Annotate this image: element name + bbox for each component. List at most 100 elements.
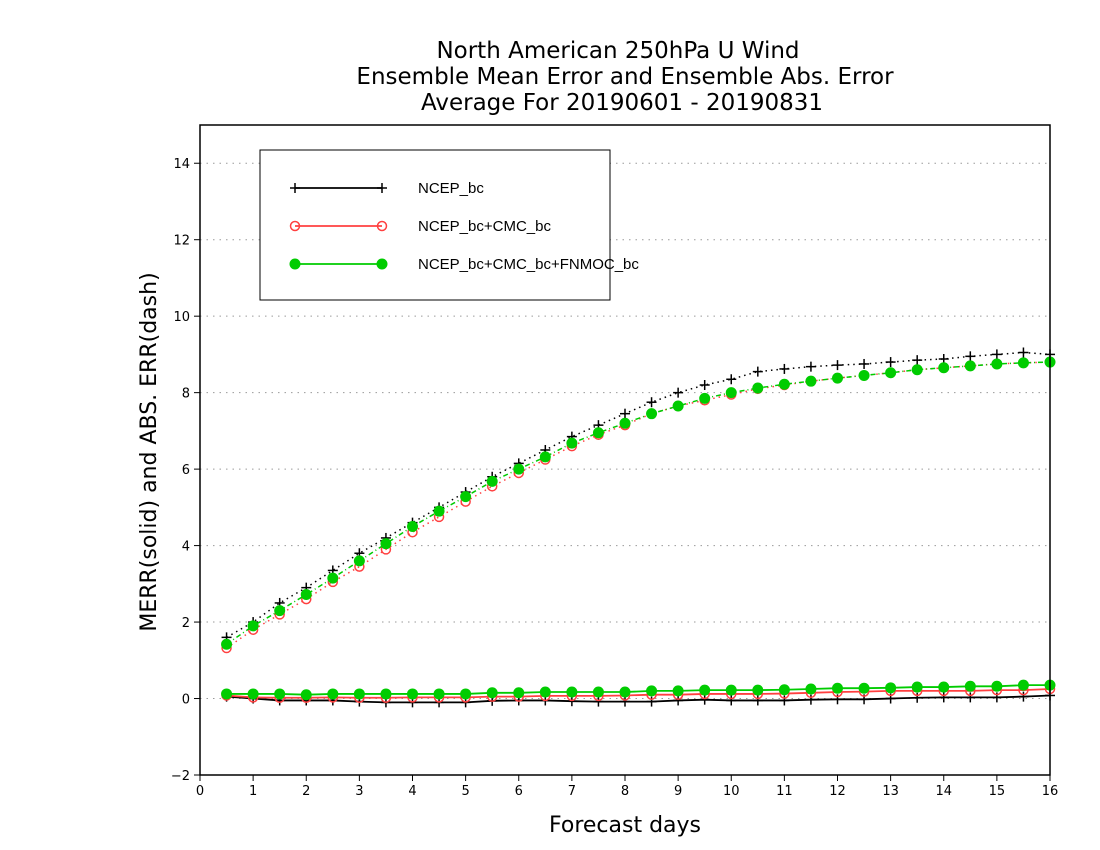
mean-error-point bbox=[752, 695, 763, 706]
legend-item-3: NCEP_bc+CMC_bc+FNMOC_bc bbox=[289, 256, 639, 273]
abs-error-point bbox=[912, 355, 923, 366]
x-tick-label: 14 bbox=[935, 784, 952, 799]
abs-error-point bbox=[859, 358, 870, 369]
title-line-1: North American 250hPa U Wind bbox=[436, 38, 799, 64]
x-tick-label: 9 bbox=[674, 784, 682, 799]
mean-error-point bbox=[832, 682, 843, 694]
mean-error-point bbox=[646, 696, 657, 707]
abs-error-point bbox=[566, 437, 578, 449]
abs-error-point bbox=[726, 374, 737, 385]
x-tick-label: 6 bbox=[515, 784, 523, 799]
abs-error-point bbox=[486, 475, 498, 487]
abs-error-point bbox=[300, 589, 312, 601]
mean-error-point bbox=[938, 681, 950, 693]
mean-error-point bbox=[912, 692, 923, 703]
mean-error-point bbox=[433, 688, 445, 700]
title-line-2: Ensemble Mean Error and Ensemble Abs. Er… bbox=[356, 64, 894, 90]
mean-error-point bbox=[964, 680, 976, 692]
mean-error-point bbox=[646, 685, 658, 697]
abs-error-point bbox=[778, 378, 790, 390]
mean-error-point bbox=[911, 681, 923, 693]
abs-error-point bbox=[380, 538, 392, 550]
legend: NCEP_bc NCEP_bc+CMC_bc NCEP_bc+CMC_bc+FNMO… bbox=[259, 149, 639, 301]
mean-error-point bbox=[672, 685, 684, 697]
abs-error-point bbox=[353, 555, 365, 567]
abs-error-point bbox=[407, 520, 418, 532]
mean-error-point bbox=[1017, 679, 1029, 691]
abs-error-point bbox=[779, 363, 790, 374]
x-tick-label: 13 bbox=[882, 784, 899, 799]
mean-error-point bbox=[991, 680, 1003, 692]
mean-error-line bbox=[226, 684, 1050, 696]
abs-error-point bbox=[460, 491, 472, 503]
mean-error-point bbox=[752, 684, 764, 696]
mean-error-point bbox=[460, 688, 472, 700]
plot-series bbox=[221, 347, 1056, 708]
abs-error-point bbox=[619, 417, 631, 429]
abs-error-point bbox=[433, 505, 445, 517]
y-axis-title: MERR(solid) and ABS. ERR(dash) bbox=[137, 272, 162, 631]
y-tick-label: 6 bbox=[182, 463, 190, 478]
abs-error-point bbox=[539, 451, 551, 463]
abs-error-point bbox=[327, 572, 339, 584]
y-tick-label: 2 bbox=[182, 616, 190, 631]
series-3 bbox=[221, 356, 1056, 701]
mean-error-point bbox=[300, 689, 312, 701]
x-tick-label: 1 bbox=[249, 784, 257, 799]
x-tick-label: 10 bbox=[723, 784, 740, 799]
abs-error-point bbox=[965, 351, 976, 362]
abs-error-point bbox=[699, 380, 710, 390]
abs-error-point bbox=[646, 408, 658, 420]
abs-error-point bbox=[672, 400, 684, 412]
abs-error-line bbox=[226, 351, 1051, 639]
series-1 bbox=[221, 347, 1055, 708]
abs-error-point bbox=[911, 364, 923, 376]
abs-error-point bbox=[805, 375, 817, 387]
abs-error-point bbox=[991, 358, 1003, 370]
abs-error-point bbox=[274, 605, 286, 617]
abs-error-point bbox=[1018, 347, 1029, 358]
x-axis-title: Forecast days bbox=[549, 813, 701, 838]
legend-label: NCEP_bc+CMC_bc+FNMOC_bc bbox=[418, 256, 639, 273]
legend-item-2: NCEP_bc+CMC_bc bbox=[289, 218, 551, 235]
abs-error-point bbox=[805, 361, 816, 372]
mean-error-point bbox=[380, 688, 392, 700]
mean-error-point bbox=[858, 682, 870, 694]
mean-error-point bbox=[620, 696, 630, 707]
mean-error-point bbox=[1018, 691, 1029, 702]
legend-box bbox=[259, 149, 611, 301]
abs-error-point bbox=[832, 360, 843, 371]
y-tick-label: 14 bbox=[173, 157, 190, 172]
x-tick-label: 2 bbox=[302, 784, 310, 799]
mean-error-point bbox=[539, 686, 551, 698]
legend-item-1: NCEP_bc bbox=[290, 180, 484, 197]
mean-error-point bbox=[699, 684, 711, 696]
x-tick-label: 3 bbox=[355, 784, 363, 799]
mean-error-point bbox=[566, 686, 578, 698]
mean-error-point bbox=[726, 695, 737, 706]
legend-label: NCEP_bc bbox=[418, 180, 484, 197]
abs-error-point bbox=[592, 427, 604, 439]
abs-error-point bbox=[646, 397, 657, 408]
mean-error-point bbox=[592, 686, 604, 698]
mean-error-point bbox=[274, 688, 286, 700]
abs-error-point bbox=[699, 392, 711, 404]
abs-error-point bbox=[938, 362, 950, 374]
abs-error-point bbox=[752, 382, 764, 394]
mean-error-point bbox=[938, 692, 949, 703]
abs-error-line bbox=[226, 361, 1051, 649]
y-tick-label: 8 bbox=[182, 387, 190, 402]
x-tick-label: 11 bbox=[776, 784, 793, 799]
abs-error-line bbox=[226, 361, 1051, 645]
legend-marker bbox=[377, 183, 387, 193]
mean-error-point bbox=[566, 696, 577, 707]
mean-error-point bbox=[699, 694, 710, 705]
mean-error-point bbox=[965, 692, 976, 703]
mean-error-point bbox=[619, 686, 631, 698]
legend-marker bbox=[376, 220, 388, 232]
y-tick-label: −2 bbox=[171, 769, 190, 784]
x-tick-label: 15 bbox=[989, 784, 1006, 799]
mean-error-point bbox=[327, 688, 339, 700]
